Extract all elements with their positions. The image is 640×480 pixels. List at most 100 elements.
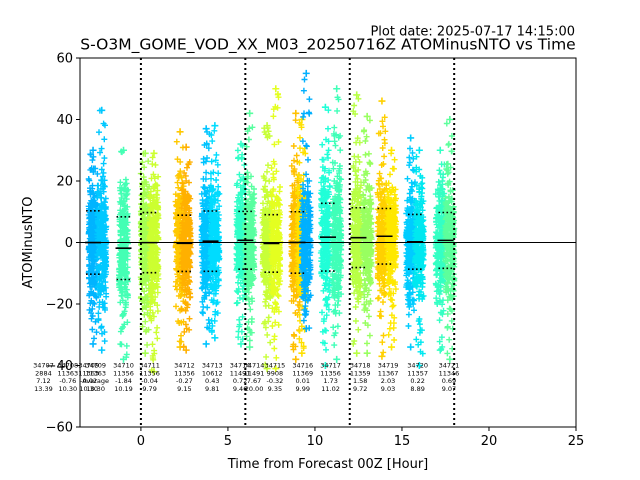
bin-annotation-text: 1.58 [353, 377, 367, 385]
bin-annotation-text: 9.07 [442, 385, 456, 393]
y-tick-label: 0 [65, 236, 73, 251]
bin-annotation-text: 34719 [378, 362, 399, 370]
chart-subtitle: Plot date: 2025-07-17 14:15:00 [370, 25, 575, 40]
bin-annotation-text: 1.73 [323, 377, 337, 385]
bin-annotation-text: 34720 [407, 362, 428, 370]
scatter-points [298, 76, 314, 332]
scatter-point-extreme [407, 134, 415, 142]
scatter-point-extreme [378, 97, 386, 105]
bin-annotation-text: 10.19 [114, 385, 133, 393]
scatter-series-4 [146, 149, 162, 376]
scatter-point-extreme [182, 346, 190, 354]
scatter-point-extreme [378, 352, 386, 360]
scatter-point-extreme [176, 128, 184, 136]
scatter-point-extreme [321, 362, 329, 369]
scatter-points [207, 127, 223, 335]
scatter-point-extreme [407, 343, 415, 351]
y-tick-label: −40 [46, 359, 73, 374]
scatter-point-extreme [415, 362, 423, 369]
bin-annotation-text: 0.22 [410, 377, 424, 385]
bin-annotation-text: 34709 [85, 362, 106, 370]
y-tick-label: 20 [56, 175, 73, 190]
bin-annotation-text: 9.35 [268, 385, 282, 393]
scatter-point-extreme [272, 85, 280, 93]
scatter-point-extreme [150, 149, 158, 157]
bin-annotation-text: 34707 [33, 362, 54, 370]
bin-annotation-text: 11367 [378, 369, 399, 377]
scatter-points [268, 91, 284, 361]
bin-annotation-text: 8.89 [410, 385, 424, 393]
scatter-series-21 [384, 146, 399, 351]
scatter-point-extreme [211, 122, 219, 130]
scatter-point-extreme [436, 346, 444, 354]
bin-annotation-text: 11491 [244, 369, 265, 377]
bin-annotation-text: -0.32 [267, 377, 284, 385]
bin-annotation-text: 11363 [57, 369, 78, 377]
bin-annotation-text: 0.72 [233, 377, 247, 385]
bin-annotation-text: -0.76 [59, 377, 76, 385]
scatter-point-extreme [333, 355, 341, 363]
scatter-point-extreme [446, 116, 454, 123]
scatter-point-extreme [202, 340, 210, 348]
scatter-series-22 [403, 134, 419, 351]
scatter-point-extreme [120, 355, 128, 363]
scatter-point-extreme [272, 365, 280, 373]
bin-annotation-text: 9.72 [353, 385, 367, 393]
scatter-point-extreme [333, 85, 341, 93]
scatter-point-extreme [363, 112, 371, 120]
scatter-points [329, 94, 345, 349]
scatter-point-extreme [298, 349, 306, 357]
y-tick-label: −60 [46, 421, 73, 436]
annotation-layer: 3470728847.1213.393470811363-0.7610.3034… [33, 362, 459, 393]
bin-annotation-text: 34713 [202, 362, 223, 370]
bin-annotation-text: 11346 [439, 369, 460, 377]
bin-annotation-text: -1.84 [115, 377, 132, 385]
bin-annotation-text: 11491 [230, 369, 251, 377]
scatter-point-extreme [263, 122, 271, 130]
bin-annotation-text: -0.27 [176, 377, 193, 385]
x-tick-label: 5 [224, 434, 232, 449]
bin-annotation-text: 2884 [35, 369, 52, 377]
scatter-series-25 [442, 116, 458, 363]
bin-annotation-text: 34716 [292, 362, 313, 370]
scatter-point-extreme [353, 91, 361, 99]
scatter-series-19 [359, 112, 375, 357]
scatter-point-extreme [436, 146, 444, 154]
bin-annotation-text: 9.99 [296, 385, 310, 393]
bin-annotation-text: 11356 [139, 369, 160, 377]
bin-annotation-text: 9908 [267, 369, 284, 377]
scatter-point-extreme [237, 340, 245, 348]
bin-annotation-text: 13.39 [34, 385, 53, 393]
scatter-points [146, 154, 162, 374]
bin-annotation-text: 11356 [174, 369, 195, 377]
x-axis-label: Time from Forecast 00Z [Hour] [227, 457, 429, 472]
scatter-point-extreme [353, 349, 361, 357]
y-tick-label: 60 [56, 52, 73, 67]
bin-annotation-text: 0.69 [442, 377, 456, 385]
bin-annotation-text: 0.01 [296, 377, 310, 385]
bin-annotation-text: 11356 [320, 369, 341, 377]
bin-annotation-text: 11369 [292, 369, 313, 377]
scatter-series-23 [411, 146, 427, 369]
bin-annotation-text: 34721 [439, 362, 460, 370]
bin-annotation-text: -0.02 [80, 377, 97, 385]
scatter-point-extreme [446, 355, 454, 363]
scatter-points [359, 117, 375, 347]
scatter-point-extreme [415, 146, 423, 154]
y-axis-label: ATOMinusNTO [21, 196, 36, 288]
bin-annotation-text: 20.00 [245, 385, 264, 393]
scatter-point-extreme [98, 106, 106, 114]
y-tick-label: −20 [46, 298, 73, 313]
bin-annotation-text: 9.03 [381, 385, 395, 393]
bin-annotation-text: 7.67 [247, 377, 261, 385]
scatter-series-17 [329, 85, 345, 363]
bin-annotation-text: 34717 [320, 362, 341, 370]
scatter-point-extreme [182, 143, 190, 151]
bin-statistics [85, 202, 454, 281]
bin-annotation-text: 10.30 [86, 385, 105, 393]
scatter-points [384, 150, 399, 343]
scatter-point-extreme [98, 346, 106, 354]
scatter-series-1 [94, 106, 110, 354]
scatter-series-7 [198, 125, 214, 348]
